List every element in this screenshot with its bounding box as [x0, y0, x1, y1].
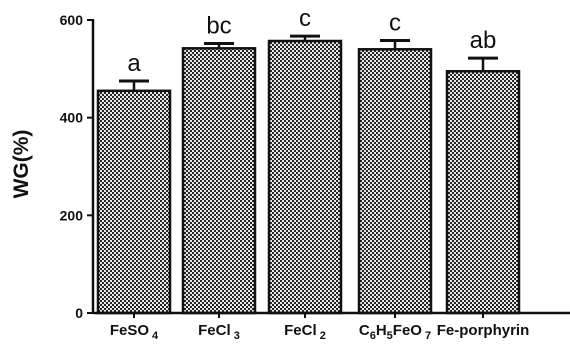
label-text: FeO: [393, 322, 423, 339]
x-tick-label: C6H5FeO 7: [359, 322, 431, 342]
bar-fecl2: [267, 39, 343, 315]
significance-label: bc: [206, 12, 231, 39]
significance-label: c: [389, 10, 401, 37]
x-tick-label: FeCl 2: [284, 322, 326, 342]
significance-label: c: [299, 5, 311, 32]
bar-fe-porphyrin: [445, 70, 521, 315]
x-tick-label: Fe-porphyrin: [437, 322, 530, 339]
label-subscript: 3: [231, 330, 240, 342]
significance-label: ab: [470, 27, 497, 54]
label-text: FeCl: [198, 322, 231, 339]
x-tick-label: FeCl 3: [198, 322, 240, 342]
significance-label: a: [127, 50, 141, 77]
label-subscript: 5: [387, 330, 393, 342]
label-subscript: 6: [370, 330, 376, 342]
label-subscript: 7: [422, 330, 431, 342]
label-text: FeSO: [110, 322, 150, 339]
y-tick-label: 600: [60, 12, 84, 28]
label-text: C: [359, 322, 370, 339]
x-tick-label: FeSO 4: [110, 322, 159, 342]
y-tick-label: 400: [60, 110, 84, 126]
bar-feso4: [96, 89, 172, 315]
bar-c6h5feo7: [357, 48, 433, 315]
y-tick-label: 200: [60, 207, 84, 223]
label-subscript: 4: [149, 330, 159, 342]
y-axis-title: WG(%): [10, 130, 33, 199]
bar-fecl3: [181, 47, 257, 315]
label-text: FeCl: [284, 322, 317, 339]
label-text: H: [376, 322, 387, 339]
label-text: Fe-porphyrin: [437, 322, 530, 339]
y-tick-label: 0: [75, 305, 83, 321]
label-subscript: 2: [317, 330, 326, 342]
